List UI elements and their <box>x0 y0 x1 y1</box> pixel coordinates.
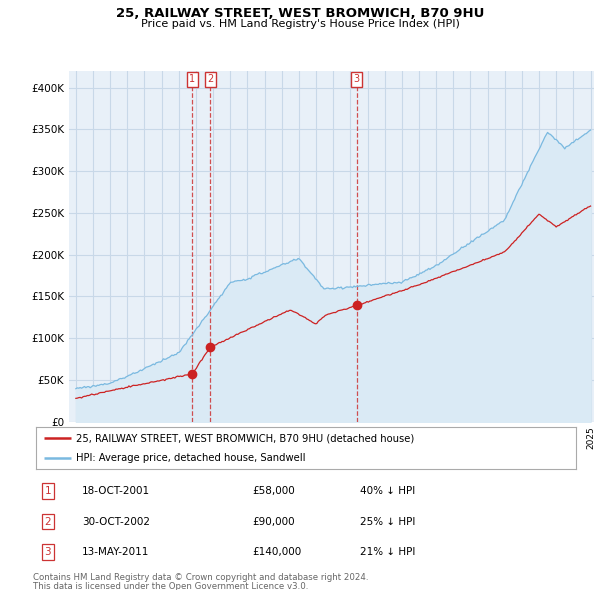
Text: HPI: Average price, detached house, Sandwell: HPI: Average price, detached house, Sand… <box>77 453 306 463</box>
Text: 13-MAY-2011: 13-MAY-2011 <box>82 547 149 557</box>
Text: 25, RAILWAY STREET, WEST BROMWICH, B70 9HU: 25, RAILWAY STREET, WEST BROMWICH, B70 9… <box>116 7 484 20</box>
Text: This data is licensed under the Open Government Licence v3.0.: This data is licensed under the Open Gov… <box>33 582 308 590</box>
Text: 30-OCT-2002: 30-OCT-2002 <box>82 517 150 526</box>
Text: 3: 3 <box>353 74 359 84</box>
Text: £140,000: £140,000 <box>252 547 301 557</box>
Text: 2: 2 <box>44 517 51 526</box>
Text: 3: 3 <box>44 547 51 557</box>
Text: 25, RAILWAY STREET, WEST BROMWICH, B70 9HU (detached house): 25, RAILWAY STREET, WEST BROMWICH, B70 9… <box>77 433 415 443</box>
Text: £90,000: £90,000 <box>252 517 295 526</box>
Text: £58,000: £58,000 <box>252 486 295 496</box>
Text: Contains HM Land Registry data © Crown copyright and database right 2024.: Contains HM Land Registry data © Crown c… <box>33 573 368 582</box>
Text: 25% ↓ HPI: 25% ↓ HPI <box>360 517 415 526</box>
Text: 40% ↓ HPI: 40% ↓ HPI <box>360 486 415 496</box>
Text: 21% ↓ HPI: 21% ↓ HPI <box>360 547 415 557</box>
Text: 1: 1 <box>189 74 196 84</box>
Text: 2: 2 <box>207 74 214 84</box>
Text: 18-OCT-2001: 18-OCT-2001 <box>82 486 150 496</box>
Text: Price paid vs. HM Land Registry's House Price Index (HPI): Price paid vs. HM Land Registry's House … <box>140 19 460 29</box>
Text: 1: 1 <box>44 486 51 496</box>
